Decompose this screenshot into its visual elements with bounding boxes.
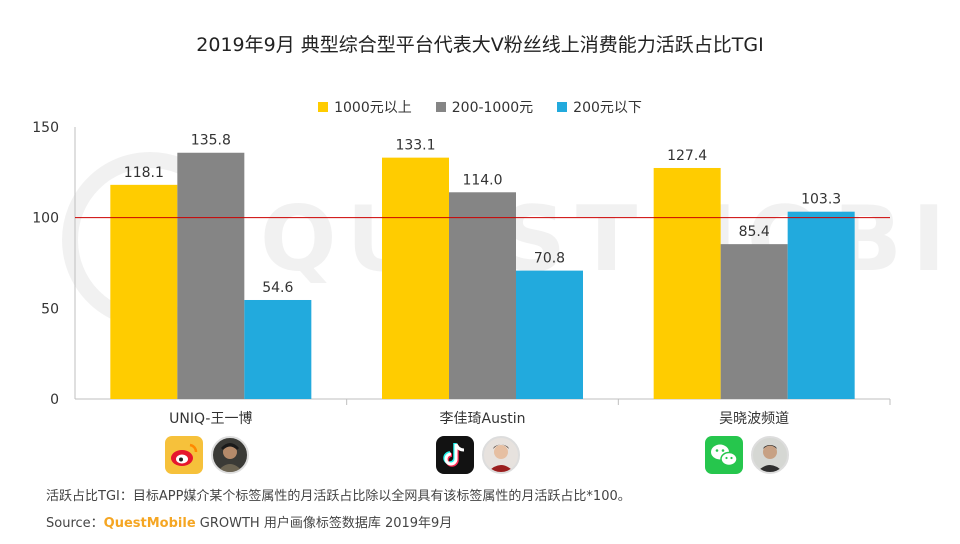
legend-item: 1000元以上 xyxy=(318,97,412,117)
bar-value-label: 70.8 xyxy=(534,251,565,267)
icon-group-2 xyxy=(436,436,520,474)
bar-value-label: 103.3 xyxy=(801,192,841,208)
bar xyxy=(382,157,449,399)
bar xyxy=(516,270,583,399)
legend-swatch xyxy=(318,102,329,112)
bar-value-label: 127.4 xyxy=(667,148,707,164)
legend-label: 1000元以上 xyxy=(334,100,412,116)
legend-label: 200元以下 xyxy=(573,100,642,116)
legend-label: 200-1000元 xyxy=(451,100,534,116)
bar xyxy=(653,167,721,399)
category-label: UNIQ-王一博 xyxy=(169,410,252,427)
bar xyxy=(244,299,312,399)
bar-value-label: 118.1 xyxy=(124,165,164,181)
bar-value-label: 133.1 xyxy=(395,138,435,154)
tgi-footnote: 活跃占比TGI：目标APP媒介某个标签属性的月活跃占比除以全网具有该标签属性的月… xyxy=(46,489,631,504)
legend-item: 200元以下 xyxy=(557,97,642,117)
wechat-icon xyxy=(705,436,743,474)
legend-swatch xyxy=(435,102,446,112)
avatar-wang-yibo xyxy=(211,436,249,474)
questmobile-brand: QuestMobile xyxy=(103,516,196,531)
y-tick-label: 150 xyxy=(32,120,59,136)
weibo-icon xyxy=(165,436,203,474)
y-tick-label: 0 xyxy=(50,392,59,408)
y-tick-label: 50 xyxy=(41,301,59,317)
bar xyxy=(110,184,178,399)
source-text: GROWTH 用户画像标签数据库 2019年9月 xyxy=(195,516,453,531)
bar xyxy=(177,152,245,399)
bar xyxy=(720,244,788,399)
bar-value-label: 135.8 xyxy=(191,133,231,149)
legend-item: 200-1000元 xyxy=(435,97,534,117)
source-line: Source：QuestMobile GROWTH 用户画像标签数据库 2019… xyxy=(46,512,452,531)
icon-group-3 xyxy=(705,436,789,474)
icon-group-1 xyxy=(165,436,249,474)
douyin-icon xyxy=(436,436,474,474)
chart-title: 2019年9月 典型综合型平台代表大V粉丝线上消费能力活跃占比TGI xyxy=(196,34,764,56)
bar-value-label: 54.6 xyxy=(262,280,293,296)
y-tick-label: 100 xyxy=(32,211,59,227)
bar-value-label: 114.0 xyxy=(462,172,502,188)
chart-legend: 1000元以上 200-1000元 200元以下 xyxy=(0,97,960,117)
bar xyxy=(449,192,516,399)
category-label: 李佳琦Austin xyxy=(440,411,526,427)
legend-swatch xyxy=(557,102,568,112)
avatar-wu-xiaobo xyxy=(751,436,789,474)
category-label: 吴晓波频道 xyxy=(719,411,789,427)
source-label: Source： xyxy=(46,516,104,531)
bar-value-label: 85.4 xyxy=(739,224,770,240)
bar xyxy=(787,211,855,399)
avatar-li-jiaqi xyxy=(482,436,520,474)
